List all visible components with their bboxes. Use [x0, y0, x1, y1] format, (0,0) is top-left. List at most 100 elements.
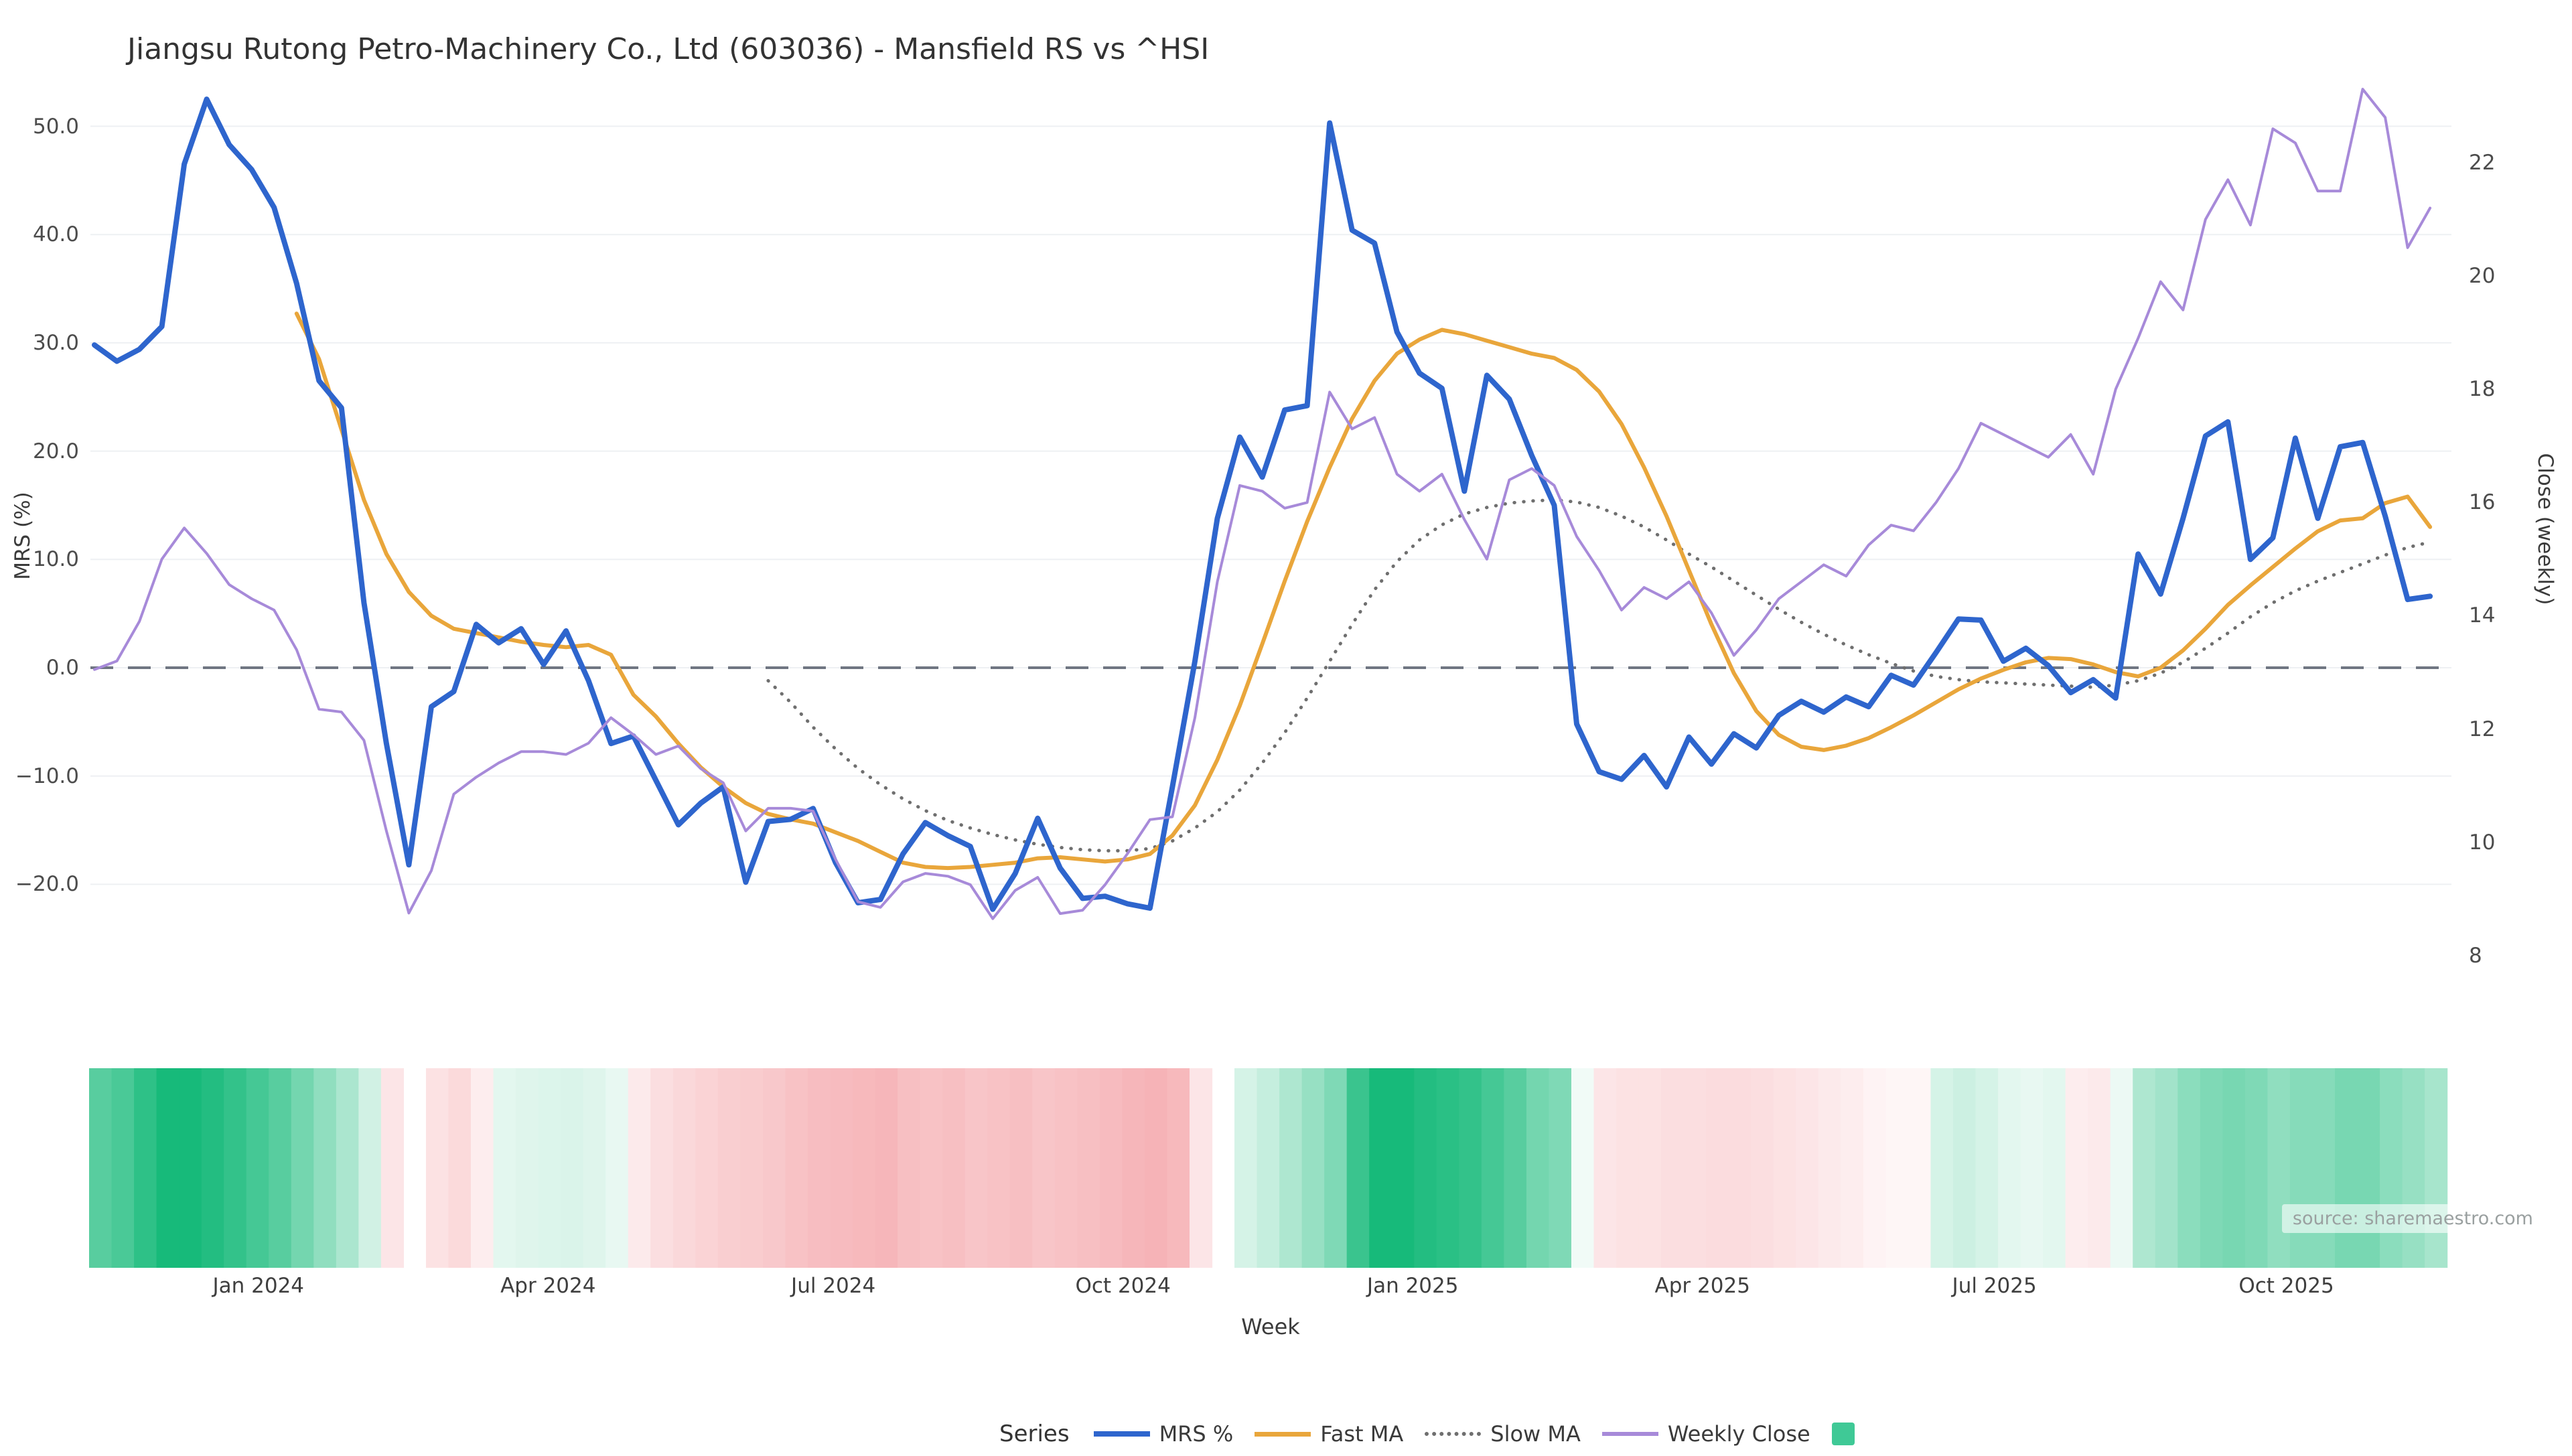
heatmap-cell — [380, 1068, 405, 1268]
heatmap-cell — [2244, 1068, 2269, 1268]
heatmap-cell — [358, 1068, 382, 1268]
x-tick-label: Jul 2025 — [1952, 1274, 2037, 1298]
heatmap-cell — [336, 1068, 359, 1268]
heatmap-cell — [313, 1068, 337, 1268]
heatmap-cell — [2043, 1068, 2066, 1268]
heatmap-cell — [2357, 1068, 2380, 1268]
heatmap-cell — [1661, 1068, 1685, 1268]
heatmap-cell — [920, 1068, 943, 1268]
heatmap-cell — [1549, 1068, 1572, 1268]
series-slow-ma — [766, 498, 2432, 853]
heatmap-cell — [179, 1068, 202, 1268]
heatmap-cell — [1751, 1068, 1774, 1268]
heatmap-cell — [1885, 1068, 1909, 1268]
heatmap-cell — [246, 1068, 269, 1268]
heatmap-cell — [2289, 1068, 2313, 1268]
heatmap-cell — [111, 1068, 135, 1268]
line-swatch-icon — [1601, 1432, 1658, 1436]
heatmap-cell — [1616, 1068, 1640, 1268]
legend-title: Series — [999, 1421, 1070, 1447]
legend-item-label: Weekly Close — [1667, 1421, 1810, 1447]
heatmap-cell — [538, 1068, 561, 1268]
heatmap-swatch-icon — [1831, 1423, 1855, 1445]
heatmap-cell — [785, 1068, 808, 1268]
heatmap-cell — [1975, 1068, 1999, 1268]
heatmap-cell — [1481, 1068, 1504, 1268]
heatmap-cell — [1144, 1068, 1168, 1268]
x-tick-label: Jul 2024 — [791, 1274, 876, 1298]
heatmap-cell — [1077, 1068, 1100, 1268]
heatmap-cell — [2335, 1068, 2358, 1268]
left-tick-label: 10.0 — [32, 547, 79, 572]
heatmap-cell — [291, 1068, 314, 1268]
x-tick-label: Apr 2024 — [500, 1274, 596, 1298]
heatmap-cell — [1593, 1068, 1617, 1268]
heatmap-cell — [942, 1068, 966, 1268]
chart-title: Jiangsu Rutong Petro-Machinery Co., Ltd … — [127, 32, 1210, 66]
left-tick-label: 30.0 — [32, 330, 79, 355]
heatmap-cell — [1346, 1068, 1370, 1268]
heatmap-cell — [1099, 1068, 1123, 1268]
right-tick-label: 22 — [2469, 151, 2496, 175]
series-fast-ma — [294, 311, 2433, 871]
legend-item-weekly-close: Weekly Close — [1601, 1421, 1810, 1447]
heatmap-cell — [448, 1068, 472, 1268]
heatmap-cell — [987, 1068, 1011, 1268]
heatmap-cell — [2177, 1068, 2201, 1268]
left-tick-label: 0.0 — [46, 656, 79, 680]
heatmap-cell — [1032, 1068, 1056, 1268]
heatmap-cell — [2267, 1068, 2291, 1268]
heatmap-cell — [1054, 1068, 1078, 1268]
heatmap-cell — [269, 1068, 292, 1268]
legend: Series MRS % Fast MA Slow MA Weekly Close — [999, 1412, 1855, 1456]
heatmap-cell — [2020, 1068, 2044, 1268]
line-swatch-icon — [1093, 1431, 1150, 1437]
heatmap-cell — [1436, 1068, 1459, 1268]
heatmap-cell — [1930, 1068, 1954, 1268]
x-axis-title: Week — [1241, 1314, 1300, 1339]
heatmap-cell — [807, 1068, 831, 1268]
heatmap-cell — [1279, 1068, 1303, 1268]
heatmap-cell — [1301, 1068, 1325, 1268]
heatmap-cell — [1234, 1068, 1258, 1268]
heatmap-cell — [516, 1068, 539, 1268]
heatmap-cell — [1728, 1068, 1752, 1268]
heatmap-cell — [1167, 1068, 1190, 1268]
heatmap-strip — [89, 1068, 2448, 1268]
heatmap-cell — [1796, 1068, 1819, 1268]
heatmap-cell — [2200, 1068, 2223, 1268]
heatmap-cell — [2133, 1068, 2156, 1268]
heatmap-cell — [89, 1068, 113, 1268]
heatmap-cell — [471, 1068, 494, 1268]
legend-item-heatmap — [1831, 1423, 1855, 1445]
source-watermark: source: sharemaestro.com — [2281, 1204, 2544, 1233]
heatmap-cell — [425, 1068, 449, 1268]
heatmap-cell — [830, 1068, 853, 1268]
series-mrs- — [92, 96, 2433, 912]
heatmap-cell — [1369, 1068, 1392, 1268]
left-tick-label: −20.0 — [15, 872, 79, 897]
right-tick-label: 16 — [2469, 490, 2496, 515]
heatmap-cell — [1841, 1068, 1864, 1268]
heatmap-cell — [2425, 1068, 2448, 1268]
heatmap-cell — [964, 1068, 988, 1268]
heatmap-cell — [1908, 1068, 1932, 1268]
heatmap-cell — [134, 1068, 157, 1268]
heatmap-cell — [2155, 1068, 2178, 1268]
heatmap-cell — [1189, 1068, 1213, 1268]
heatmap-cell — [2402, 1068, 2425, 1268]
heatmap-cell — [1638, 1068, 1662, 1268]
heatmap-cell — [898, 1068, 921, 1268]
line-swatch-icon — [1425, 1432, 1482, 1436]
legend-item-fast-ma: Fast MA — [1255, 1421, 1403, 1447]
x-tick-label: Apr 2025 — [1654, 1274, 1750, 1298]
heatmap-cell — [561, 1068, 584, 1268]
heatmap-cell — [1009, 1068, 1033, 1268]
legend-item-label: Fast MA — [1320, 1421, 1404, 1447]
series-weekly-close — [93, 88, 2432, 920]
heatmap-cell — [1773, 1068, 1796, 1268]
heatmap-cell — [1818, 1068, 1841, 1268]
heatmap-cell — [1998, 1068, 2021, 1268]
